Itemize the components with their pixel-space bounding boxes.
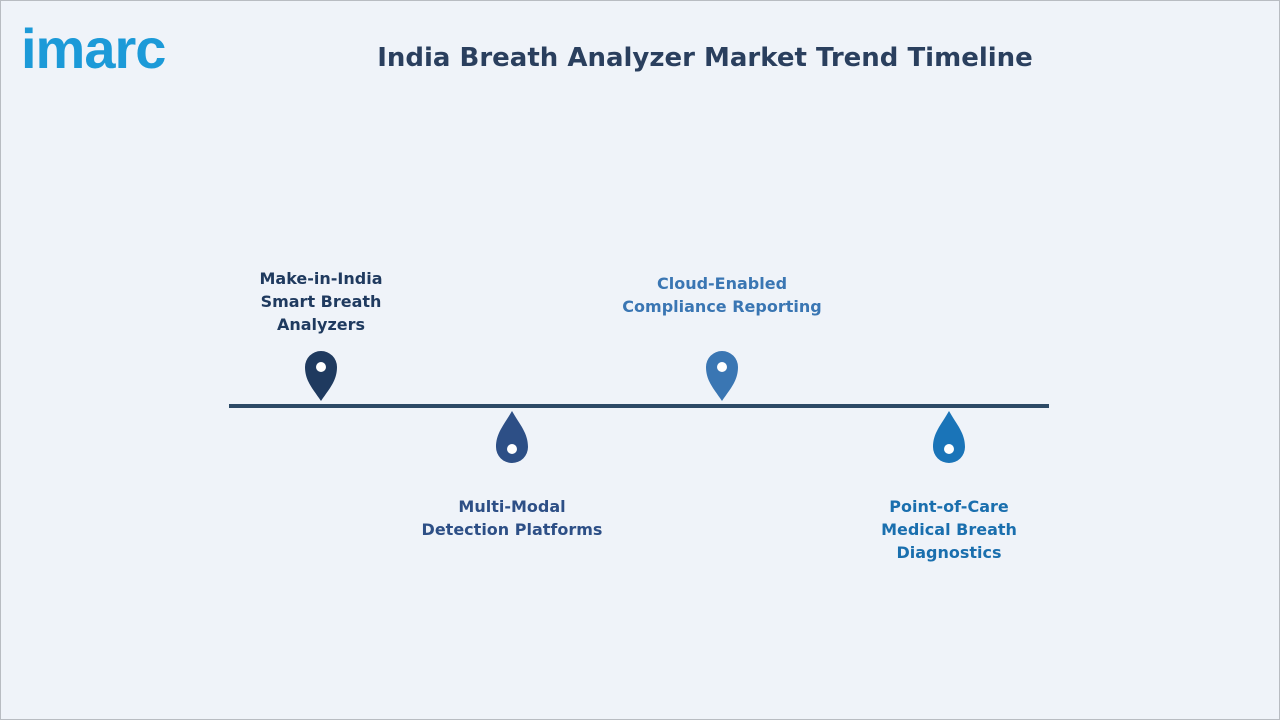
pin — [706, 351, 738, 401]
item-label: Cloud-Enabled Compliance Reporting — [622, 274, 822, 316]
item-label: Make-in-India Smart Breath Analyzers — [259, 269, 383, 334]
item-label: Multi-Modal Detection Platforms — [421, 497, 603, 539]
pin — [305, 351, 337, 401]
pin — [496, 411, 528, 463]
logo: imarc — [21, 17, 166, 80]
title: India Breath Analyzer Market Trend Timel… — [377, 43, 1033, 73]
item-label: Point-of-Care Medical Breath Diagnostics — [881, 497, 1017, 562]
pin — [933, 411, 965, 463]
